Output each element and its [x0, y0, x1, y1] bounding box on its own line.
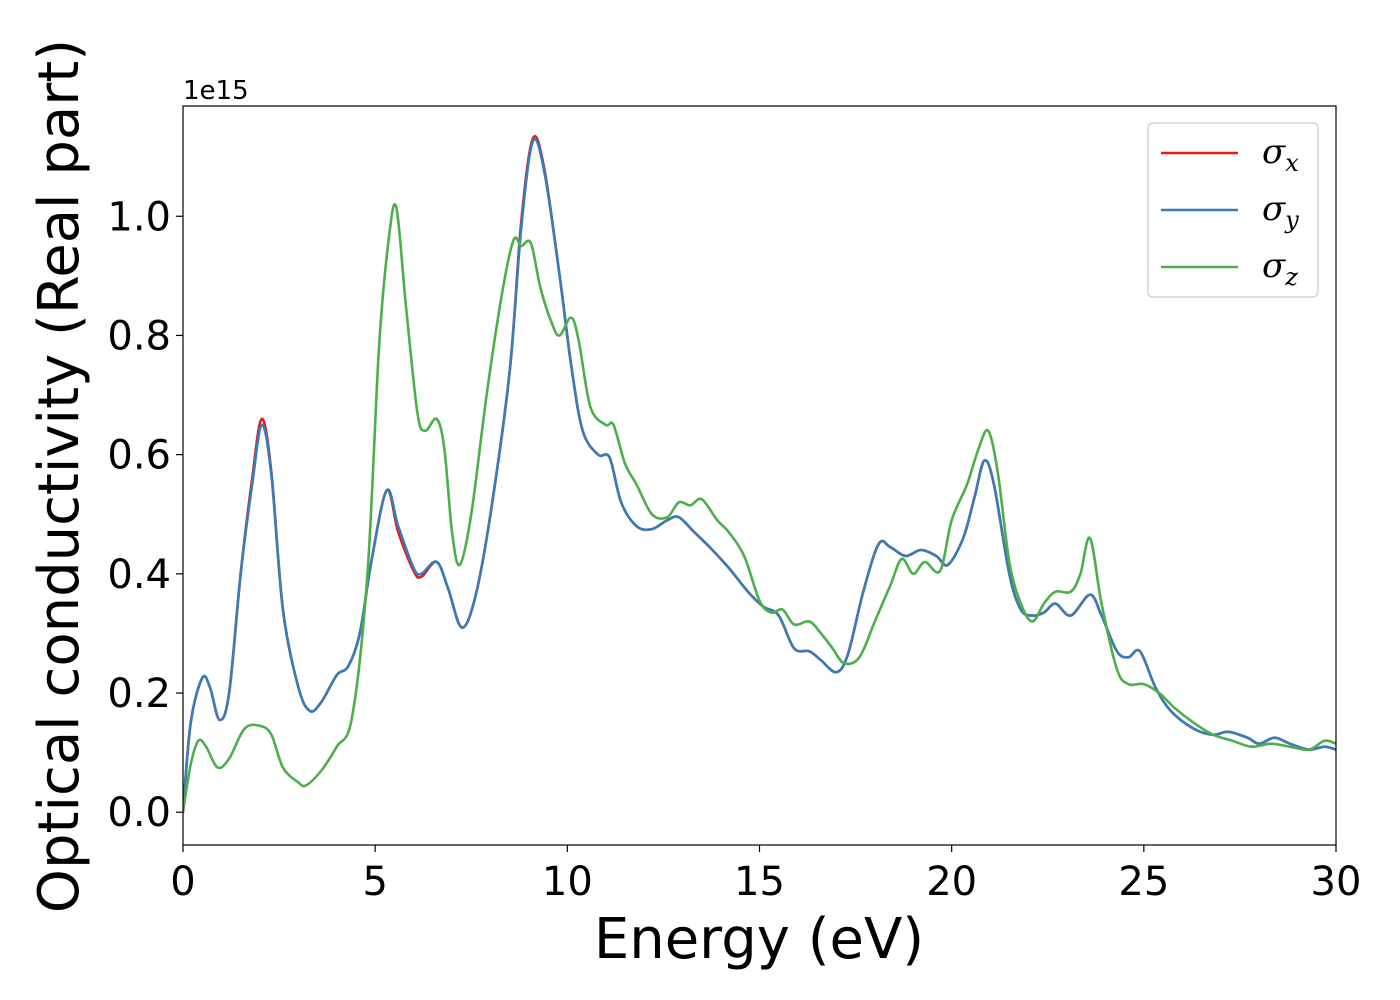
legend-label-sigma-y: σy — [1262, 189, 1299, 234]
y-tick-label: 0.0 — [107, 790, 171, 836]
legend: σx σy σz — [1147, 122, 1319, 298]
y-tick-label: 0.8 — [107, 313, 171, 359]
x-axis: 0 5 10 15 20 25 30 — [170, 845, 1361, 905]
x-tick-label: 10 — [542, 859, 593, 905]
x-tick-label: 25 — [1118, 859, 1169, 905]
y-tick-label: 0.6 — [107, 433, 171, 479]
legend-label-sigma-x: σx — [1262, 132, 1299, 177]
x-axis-title: Energy (eV) — [594, 907, 924, 972]
y-tick-label: 1.0 — [107, 194, 171, 240]
x-tick-label: 30 — [1311, 859, 1362, 905]
x-tick-label: 20 — [926, 859, 977, 905]
y-tick-label: 0.2 — [107, 671, 171, 717]
y-offset-label: 1e15 — [183, 76, 249, 106]
x-tick-label: 5 — [362, 859, 387, 905]
y-axis: 0.0 0.2 0.4 0.6 0.8 1.0 — [107, 194, 183, 836]
series-layer — [183, 135, 1336, 814]
y-axis-title: Optical conductivity (Real part) — [27, 39, 92, 913]
plot-background — [183, 106, 1336, 845]
legend-label-sigma-z: σz — [1262, 246, 1298, 291]
series-line-sigma-z — [183, 203, 1336, 814]
x-tick-label: 15 — [734, 859, 785, 905]
x-tick-label: 0 — [170, 859, 195, 905]
y-tick-label: 0.4 — [107, 552, 171, 598]
